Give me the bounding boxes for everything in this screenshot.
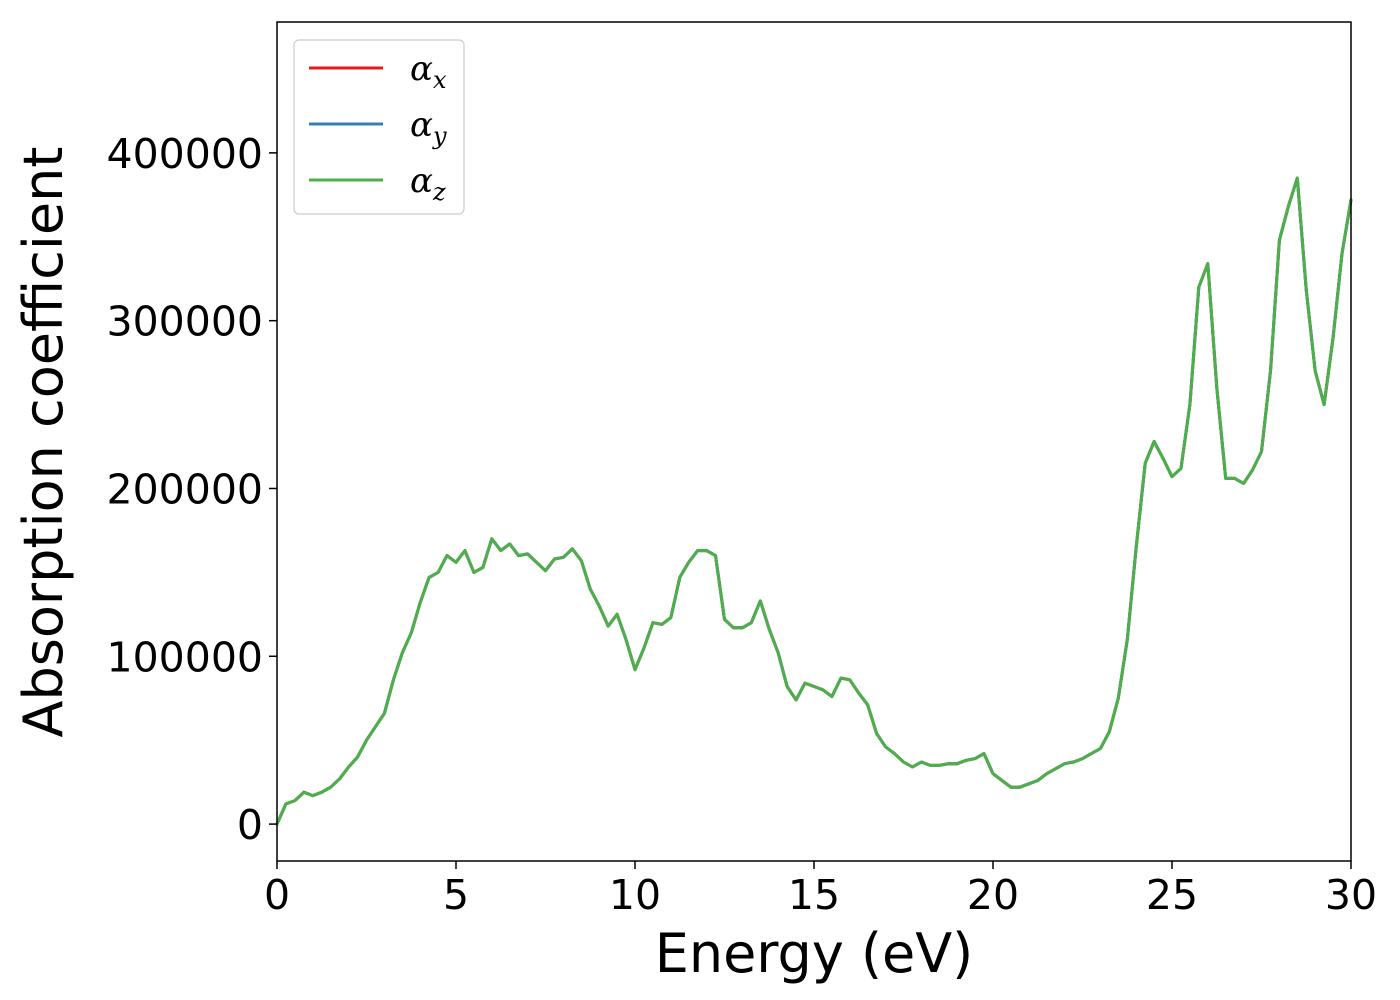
x-tick-label: 15 [788, 871, 840, 919]
x-tick-label: 5 [443, 871, 469, 919]
series-line-z [275, 176, 1353, 826]
y-axis-title: Absorption coefficient [12, 147, 75, 738]
legend-label-y: αy [410, 105, 447, 150]
x-axis-title: Energy (eV) [655, 922, 974, 985]
legend-items: αx αy αz [309, 49, 447, 206]
y-tick-label: 200000 [106, 465, 263, 513]
x-tick-label: 30 [1325, 871, 1377, 919]
x-tick-label: 0 [264, 871, 290, 919]
x-tick-label: 20 [967, 871, 1019, 919]
y-tick-label: 300000 [106, 298, 263, 346]
x-tick-label: 25 [1146, 871, 1198, 919]
y-tick-label: 400000 [106, 130, 263, 178]
y-tick-label: 0 [237, 801, 263, 849]
y-axis-ticks: 0 100000 200000 300000 400000 [106, 130, 277, 849]
legend: αx αy αz [293, 39, 465, 215]
y-tick-label: 100000 [106, 633, 263, 681]
legend-label-z: αz [410, 161, 446, 206]
series-line-x [275, 176, 1353, 826]
series-layer [275, 176, 1353, 826]
legend-label-x: αx [410, 49, 447, 94]
x-tick-label: 10 [609, 871, 661, 919]
x-axis-ticks: 0 5 10 15 20 25 30 [264, 861, 1377, 919]
legend-box [293, 39, 465, 215]
series-line-y [275, 176, 1353, 826]
